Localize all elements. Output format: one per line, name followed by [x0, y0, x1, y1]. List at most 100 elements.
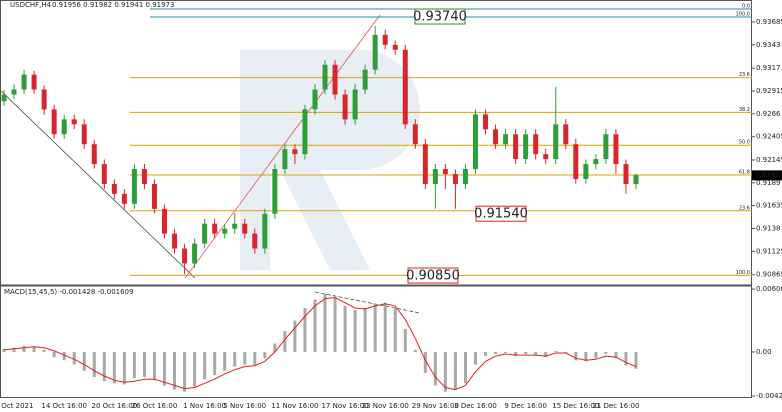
macd-bar [203, 351, 207, 380]
macd-bar [2, 348, 6, 352]
x-tick-label: 20 Oct 16:00 [92, 402, 138, 410]
macd-bar [574, 351, 578, 361]
watermark [240, 50, 420, 270]
candle-body [372, 34, 378, 70]
macd-bar [473, 351, 477, 365]
candle-body [51, 109, 57, 135]
x-tick-label: 1 Nov 16:00 [183, 402, 226, 410]
macd-bar [554, 350, 558, 352]
candle-body [292, 149, 298, 155]
macd-bar [624, 351, 628, 366]
candle-body [332, 64, 338, 95]
y-tick-label: 0.9317 [756, 64, 781, 72]
macd-bar [42, 349, 46, 352]
macd-bar [92, 351, 96, 378]
candle-body [422, 144, 428, 184]
macd-bar [62, 351, 66, 361]
trend-line [0, 89, 196, 279]
macd-bar [52, 351, 56, 358]
macd-bar [443, 351, 447, 392]
candle-body [613, 134, 619, 165]
x-tick-label: 29 Nov 16:00 [412, 402, 459, 410]
candle-body [81, 124, 87, 145]
candle-body [382, 34, 388, 45]
last-price-box [752, 170, 782, 181]
macd-bar [383, 302, 387, 352]
candle-body [603, 134, 609, 160]
macd-bar [353, 310, 357, 352]
x-tick-label: 3 Dec 16:00 [454, 402, 497, 410]
candle-body [21, 74, 27, 90]
y-tick-label: -0.004209 [756, 392, 782, 400]
macd-bar [614, 351, 618, 359]
x-tick-label: 14 Oct 16:00 [41, 402, 87, 410]
fib-label: 100.0 [736, 270, 750, 276]
price-label-box [475, 205, 527, 222]
macd-bar [534, 351, 538, 356]
fib-label: 23.6 [739, 205, 750, 211]
macd-bar [504, 351, 508, 353]
macd-bar [564, 351, 568, 353]
macd-bar [413, 349, 417, 352]
fib-label: 23.6 [739, 72, 750, 78]
macd-bar [72, 351, 76, 365]
candle-body [1, 94, 7, 102]
plot-frame [0, 0, 752, 398]
trend-line [184, 14, 381, 279]
y-tick-label: 0.9189 [756, 179, 781, 187]
x-tick-label: 26 Oct 16:00 [132, 402, 178, 410]
macd-bar [494, 351, 498, 355]
candle-body [41, 89, 47, 110]
macd-bar [142, 351, 146, 378]
symbol-title: USDCHF,H4 [10, 1, 52, 9]
candle-body [392, 44, 398, 50]
candle-body [342, 94, 348, 120]
last-price-label: 0.91973 [755, 171, 782, 179]
candle-body [472, 114, 478, 170]
candle-body [91, 144, 97, 165]
y-tick-label: 0.9266 [756, 110, 781, 118]
price-label: 0.91540 [474, 207, 528, 222]
y-tick-label: 0.91125 [756, 247, 782, 255]
candle-body [452, 174, 458, 184]
price-label-box [407, 267, 459, 284]
macd-bar [173, 351, 177, 390]
x-tick-label: 17 Nov 16:00 [321, 402, 368, 410]
candle-body [553, 124, 559, 160]
macd-bar [32, 346, 36, 352]
candle-body [212, 223, 218, 234]
macd-bar [263, 351, 267, 359]
candle-body [162, 208, 168, 234]
candle-body [312, 89, 318, 110]
y-tick-label: 0.91635 [756, 202, 782, 210]
candle-body [232, 223, 238, 229]
candle-body [362, 69, 368, 90]
x-tick-label: 15 Dec 16:00 [552, 402, 599, 410]
fib-label: 61.8 [739, 170, 750, 176]
y-tick-label: 0.90865 [756, 271, 782, 279]
candle-body [493, 129, 499, 145]
ohlc-label: 0.91956 0.91982 0.91941 0.91973 [52, 1, 174, 9]
candle-body [563, 124, 569, 145]
candle-body [402, 49, 408, 125]
candle-body [282, 149, 288, 170]
macd-bar [112, 351, 116, 384]
macd-bar [22, 345, 26, 352]
macd-bar [584, 351, 588, 362]
candle-body [31, 74, 37, 90]
fib-label: 38.2 [739, 107, 750, 113]
candle-body [71, 119, 77, 125]
price-label: 0.93740 [413, 10, 467, 25]
candle-body [573, 144, 579, 179]
macd-bar [12, 347, 16, 352]
fib-label: 0.0 [742, 4, 750, 10]
macd-bar [403, 328, 407, 352]
macd-bar [283, 331, 287, 352]
candle-body [272, 169, 278, 214]
y-tick-label: 0.006008 [756, 285, 782, 293]
candle-body [141, 169, 147, 184]
signal-line [3, 296, 637, 391]
macd-bar [313, 299, 317, 352]
candle-body [121, 193, 127, 204]
y-tick-label: 0.92145 [756, 156, 782, 164]
